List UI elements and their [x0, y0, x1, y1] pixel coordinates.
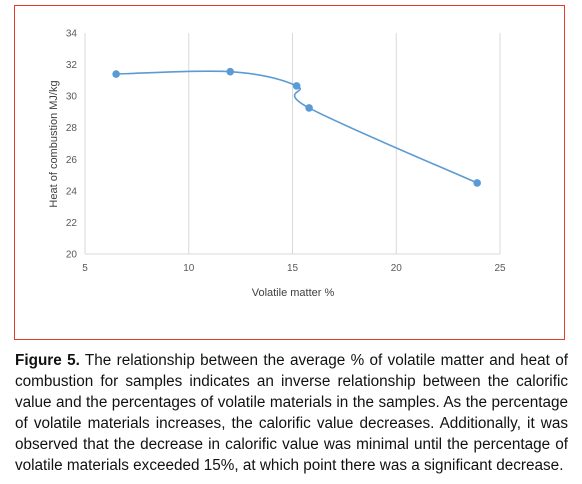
tick-labels: 5 10 15 20 25 20 22 24 26 28 30 32 34	[66, 29, 506, 275]
figure-caption: Figure 5. The relationship between the a…	[15, 350, 568, 476]
data-point	[226, 67, 235, 76]
y-tick-label: 32	[66, 60, 78, 71]
y-tick-label: 28	[66, 123, 78, 134]
y-tick-label: 24	[66, 186, 78, 197]
chart-frame	[14, 5, 565, 340]
y-axis-label: Heat of combustion MJ/kg	[48, 80, 60, 207]
x-tick-label: 25	[494, 263, 506, 274]
data-point	[112, 70, 120, 78]
series	[112, 67, 481, 187]
x-tick-label: 20	[391, 263, 403, 274]
grid	[84, 33, 501, 255]
y-tick-label: 26	[66, 155, 78, 166]
x-tick-label: 15	[287, 263, 299, 274]
caption-text: The relationship between the average % o…	[15, 352, 568, 474]
x-axis-label: Volatile matter %	[252, 287, 335, 299]
data-point	[305, 104, 313, 112]
y-tick-label: 34	[66, 29, 78, 40]
y-tick-label: 20	[66, 250, 78, 261]
y-tick-label: 22	[66, 218, 78, 229]
data-point	[473, 179, 481, 187]
data-point	[292, 82, 301, 90]
x-tick-label: 10	[183, 263, 195, 274]
caption-label: Figure 5.	[15, 352, 80, 369]
chart: 5 10 15 20 25 20 22 24 26 28 30 32 34 Heat of combus…	[48, 29, 506, 300]
x-tick-label: 5	[82, 263, 88, 274]
y-tick-label: 30	[66, 92, 78, 103]
